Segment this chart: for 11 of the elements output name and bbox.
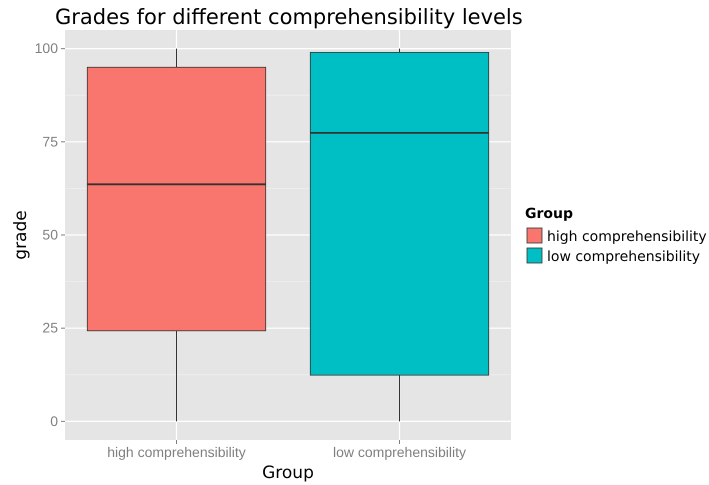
x-axis-title: Group	[262, 463, 314, 483]
y-tick-label: 25	[42, 320, 58, 336]
legend-label: low comprehensibility	[547, 249, 700, 265]
y-tick-label: 100	[34, 40, 58, 56]
y-tick-label: 75	[42, 133, 58, 150]
y-tick-label: 50	[42, 226, 58, 242]
legend-label: high comprehensibility	[547, 229, 707, 245]
chart-title: Grades for different comprehensibility levels	[55, 5, 523, 29]
legend-title: Group	[525, 206, 574, 222]
y-tick-label: 0	[50, 412, 58, 429]
y-axis-title: grade	[11, 210, 31, 260]
